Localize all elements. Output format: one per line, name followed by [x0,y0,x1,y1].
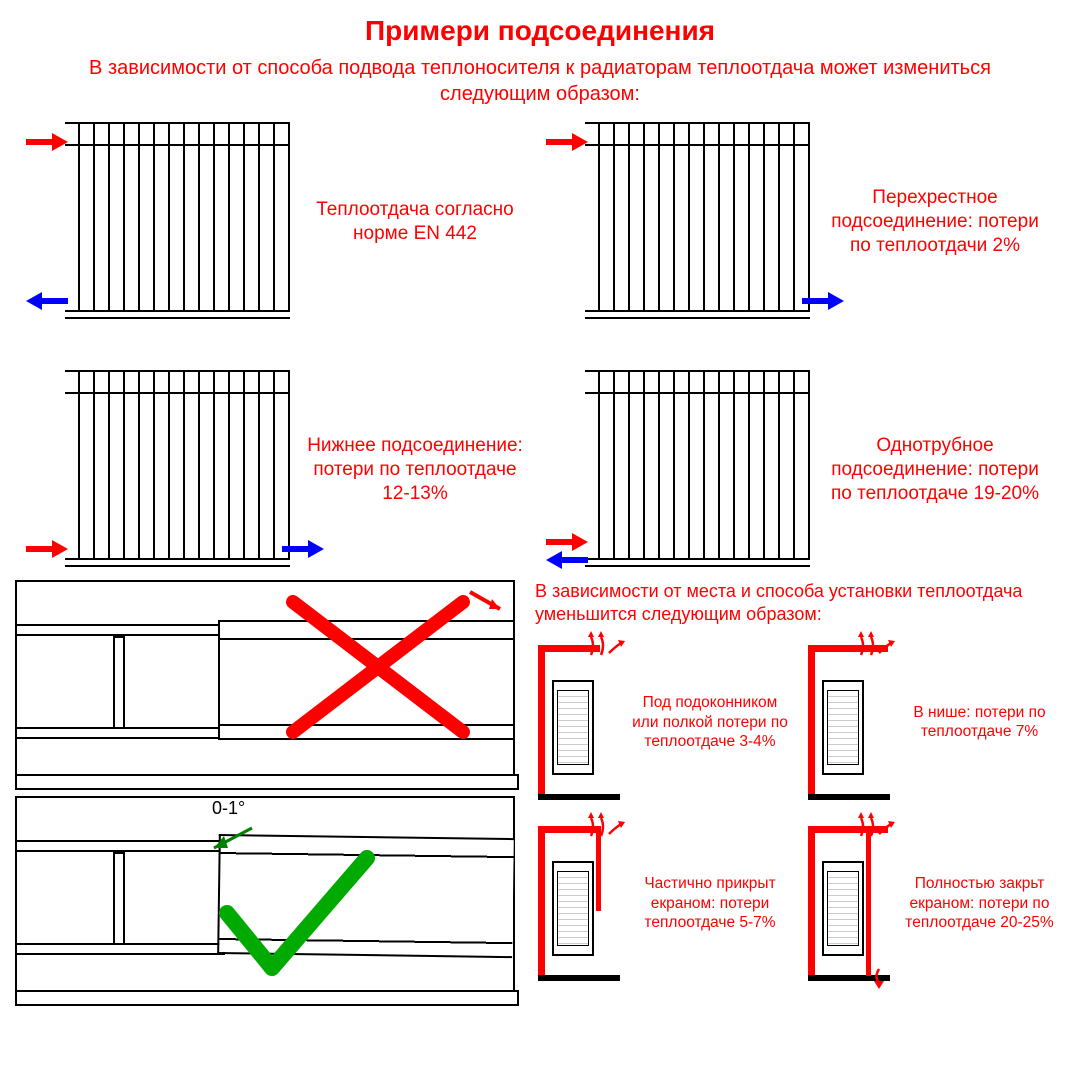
connection-cell: Нижнее подсоединение: потери по теплоотд… [30,365,530,575]
placement-cell: Под подоконником или полкой потери по те… [530,635,796,810]
placement-grid: Под подоконником или полкой потери по те… [525,635,1065,991]
placement-intro: В зависимости от места и способа установ… [525,580,1065,635]
check-icon [217,848,377,988]
placement-diagram [800,816,900,991]
placement-diagram [800,635,900,810]
connection-label: Однотрубное подсоединение: потери по теп… [820,434,1050,505]
radiator-diagram [30,117,300,327]
flow-arrow-icon [802,292,844,315]
connection-cell: Теплоотдача согласно норме EN 442 [30,117,530,327]
placement-cell: Полностью закрьт екраном: потери по тепл… [800,816,1066,991]
placement-diagram [530,635,630,810]
radiator-diagram [550,365,820,575]
flow-arrow-icon [26,292,68,315]
flow-arrow-icon [282,540,324,563]
placement-cell: В нише: потери по теплоотдаче 7% [800,635,1066,810]
connection-label: Нижнее подсоединение: потери по теплоотд… [300,434,530,505]
placement-diagram [530,816,630,991]
connection-cell: Однотрубное подсоединение: потери по теп… [550,365,1050,575]
radiator-diagram [30,365,300,575]
placement-cell: Частично прикрыт екраном: потери теплоот… [530,816,796,991]
cross-icon [283,592,473,742]
flow-arrow-icon [546,133,588,156]
install-correct: 0-1° [15,796,515,1006]
subtitle: В зависимости от способа подвода теплоно… [0,47,1080,117]
placement-label: Частично прикрыт екраном: потери теплоот… [630,874,790,932]
inlet-arrow-icon [465,587,515,617]
install-wrong [15,580,515,790]
connection-grid: Теплоотдача согласно норме EN 442 Перехр… [0,117,1080,575]
connection-label: Теплоотдача согласно норме EN 442 [300,198,530,246]
connection-label: Перехрестное подсоединение: потери по те… [820,186,1050,257]
placement-label: В нише: потери по теплоотдаче 7% [900,703,1060,742]
flow-arrow-icon [26,540,68,563]
main-title: Примери подсоединения [0,0,1080,47]
bottom-section: 0-1° В зависимости от места и способа ус… [0,575,1080,1012]
angle-label: 0-1° [212,798,245,819]
placement-label: Полностью закрьт екраном: потери по тепл… [900,874,1060,932]
connection-cell: Перехрестное подсоединение: потери по те… [550,117,1050,327]
radiator-diagram [550,117,820,327]
placement-label: Под подоконником или полкой потери по те… [630,693,790,751]
flow-arrow-icon [26,133,68,156]
flow-arrow-icon [546,551,588,574]
